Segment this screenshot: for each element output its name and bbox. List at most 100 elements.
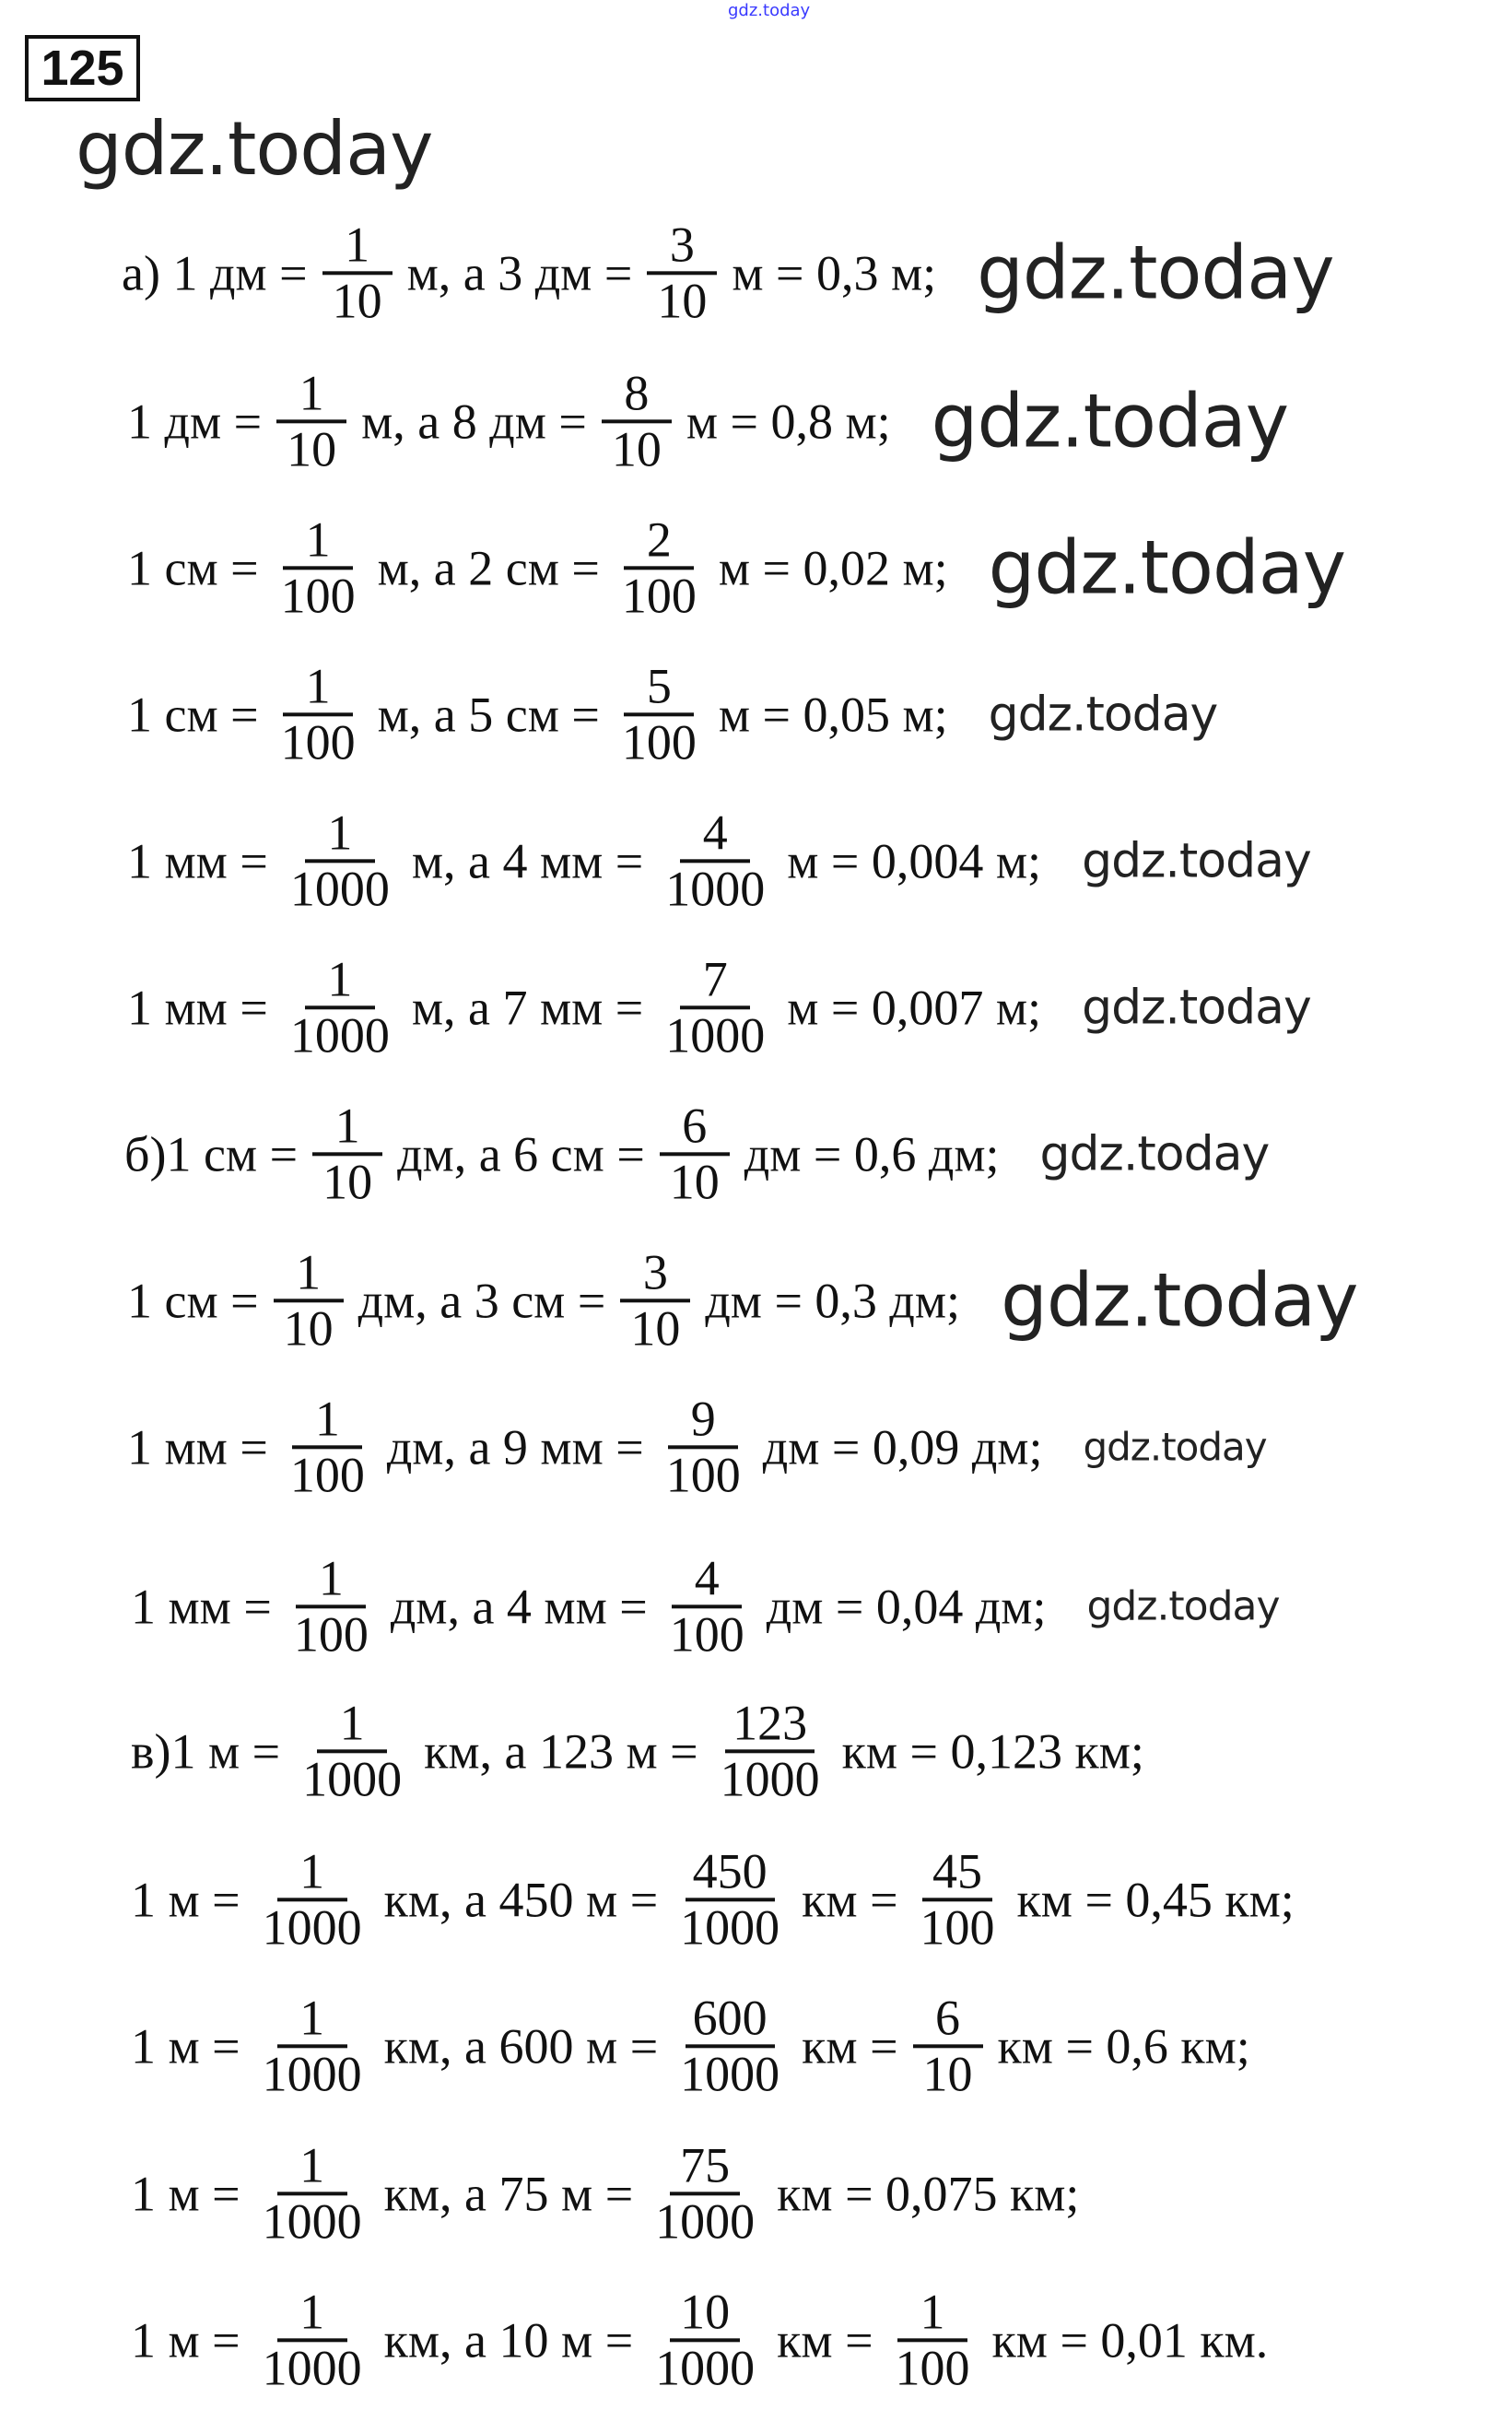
fraction: 1 100 — [268, 513, 369, 621]
fraction: 10 1000 — [642, 2286, 768, 2393]
numerator: 1 — [276, 1845, 347, 1901]
numerator: 3 — [620, 1246, 691, 1302]
fraction: 6 10 — [908, 1992, 989, 2099]
denominator: 1000 — [680, 1899, 780, 1955]
fraction: 4 1000 — [652, 806, 778, 914]
denominator: 1000 — [262, 1899, 362, 1955]
equation-text: км, а 123 м = — [424, 1723, 698, 1779]
watermark: gdz.today — [977, 229, 1334, 315]
numerator: 1 — [283, 660, 354, 716]
equation-text: 1 м = — [131, 2166, 240, 2221]
equation-text: м = 0,004 м; — [787, 833, 1042, 888]
denominator: 1000 — [655, 2340, 756, 2395]
fraction: 3 10 — [615, 1246, 696, 1354]
numerator: 6 — [912, 1992, 983, 2048]
equation-text: дм = 0,04 дм; — [766, 1579, 1047, 1634]
equation-text: м = 0,02 м; — [718, 540, 948, 595]
watermark: gdz.today — [76, 106, 433, 192]
equation-row: а) 1 дм = 1 10 м, а 3 дм = 3 10 м = 0,3 м; gdz.… — [112, 218, 1335, 328]
fraction: 123 1000 — [708, 1697, 833, 1804]
denominator: 100 — [289, 1447, 365, 1502]
equation-row: б)1 см = 1 10 дм, а 6 см = 6 10 дм = 0,6 дм; gd… — [115, 1099, 1270, 1209]
denominator: 100 — [920, 1899, 995, 1955]
watermark: gdz.today — [1083, 1424, 1267, 1469]
numerator: 1 — [322, 218, 393, 275]
denominator: 10 — [669, 1154, 720, 1209]
denominator: 1000 — [289, 861, 390, 916]
task-number: 125 — [25, 35, 140, 101]
equation-text: м, а 7 мм = — [411, 980, 644, 1035]
watermark: gdz.today — [931, 378, 1289, 464]
equation-row: 1 м = 1 1000 км, а 450 м = 450 1000 км = 45 100 к… — [122, 1845, 1304, 1953]
denominator: 1000 — [262, 2046, 362, 2101]
numerator: 5 — [624, 660, 695, 716]
equation-text: км, а 10 м = — [383, 2312, 634, 2368]
denominator: 1000 — [262, 2340, 362, 2395]
equation-text: 1 см = — [127, 540, 259, 595]
numerator: 1 — [897, 2286, 968, 2342]
equation-text: м = 0,3 м; — [732, 245, 937, 300]
numerator: 1 — [283, 513, 354, 570]
denominator: 1000 — [665, 1007, 766, 1063]
denominator: 1000 — [302, 1751, 403, 1806]
equation-row: 1 м = 1 1000 км, а 75 м = 75 1000 км = 0,075 к… — [122, 2139, 1088, 2247]
denominator: 100 — [621, 714, 697, 770]
equation-text: км = — [777, 2312, 873, 2368]
fraction: 1 100 — [883, 2286, 983, 2393]
fraction: 1 100 — [277, 1393, 378, 1500]
denominator: 1000 — [289, 1007, 390, 1063]
equation-text: 1 см = — [127, 1273, 259, 1328]
denominator: 10 — [630, 1300, 681, 1356]
equation-row: 1 мм = 1 1000 м, а 7 мм = 7 1000 м = 0,007 м; g… — [118, 953, 1312, 1063]
numerator: 600 — [685, 1992, 775, 2048]
numerator: 4 — [680, 806, 751, 863]
equation-text: 1 м = — [131, 2018, 240, 2074]
denominator: 100 — [280, 714, 356, 770]
fraction: 1 1000 — [277, 806, 403, 914]
denominator: 1000 — [720, 1751, 820, 1806]
denominator: 100 — [665, 1447, 741, 1502]
fraction: 5 100 — [609, 660, 709, 768]
equation-text: в)1 м = — [131, 1723, 281, 1779]
denominator: 100 — [280, 568, 356, 623]
equation-row: 1 мм = 1 1000 м, а 4 мм = 4 1000 м = 0,004 м; g… — [118, 806, 1312, 914]
numerator: 1 — [317, 1697, 388, 1753]
equation-text: м = 0,007 м; — [787, 980, 1042, 1035]
equation-row: 1 мм = 1 100 дм, а 9 мм = 9 100 дм = 0,09 дм; g… — [118, 1393, 1268, 1502]
denominator: 100 — [621, 568, 697, 623]
equation-text: м = 0,05 м; — [718, 687, 948, 742]
denominator: 1000 — [655, 2193, 756, 2249]
equation-text: дм = 0,6 дм; — [744, 1126, 1000, 1181]
numerator: 1 — [304, 806, 375, 863]
numerator: 9 — [668, 1393, 739, 1449]
denominator: 10 — [657, 273, 708, 328]
denominator: 10 — [922, 2046, 973, 2101]
watermark-top: gdz.today — [728, 1, 811, 20]
numerator: 8 — [601, 367, 672, 423]
fraction: 450 1000 — [667, 1845, 792, 1953]
watermark: gdz.today — [1082, 833, 1312, 888]
equation-text: м, а 3 дм = — [406, 245, 633, 300]
fraction: 1 10 — [317, 218, 398, 326]
equation-text: км = — [802, 1872, 898, 1927]
fraction: 1 10 — [307, 1099, 388, 1207]
equation-text: дм, а 9 мм = — [386, 1419, 644, 1475]
denominator: 100 — [669, 1606, 744, 1662]
fraction: 4 100 — [657, 1552, 757, 1660]
fraction: 1 1000 — [250, 2286, 375, 2393]
equation-text: км = 0,6 км; — [997, 2018, 1250, 2074]
denominator: 10 — [287, 421, 337, 476]
equation-text: м, а 4 мм = — [411, 833, 644, 888]
fraction: 2 100 — [609, 513, 709, 621]
equation-text: км = 0,01 км. — [991, 2312, 1269, 2368]
equation-row: 1 дм = 1 10 м, а 8 дм = 8 10 м = 0,8 м; gdz.tod… — [118, 367, 1289, 476]
equation-text: м = 0,8 м; — [686, 394, 891, 449]
fraction: 7 1000 — [652, 953, 778, 1061]
equation-text: км = — [802, 2018, 898, 2074]
numerator: 1 — [273, 1246, 344, 1302]
numerator: 1 — [276, 1992, 347, 2048]
equation-row: 1 м = 1 1000 км, а 10 м = 10 1000 км = 1 100 км =… — [122, 2286, 1277, 2393]
equation-text: дм = 0,09 дм; — [762, 1419, 1043, 1475]
equation-text: 1 мм = — [127, 833, 268, 888]
equation-row: 1 см = 1 100 м, а 2 см = 2 100 м = 0,02 м; gdz.… — [118, 513, 1346, 621]
